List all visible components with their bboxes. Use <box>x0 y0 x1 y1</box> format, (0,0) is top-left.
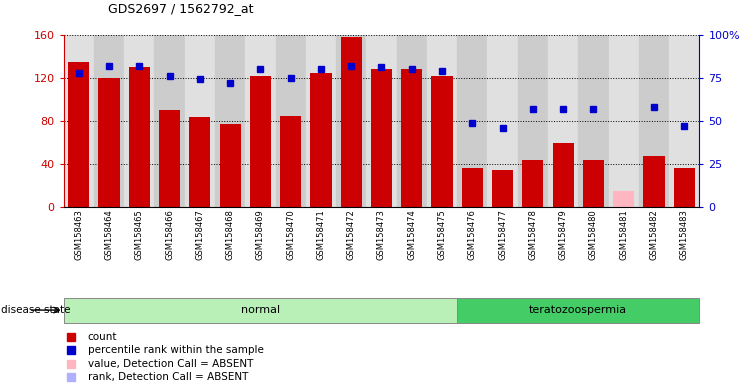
Bar <box>99 78 120 207</box>
Bar <box>613 191 634 207</box>
Text: GSM158468: GSM158468 <box>226 209 235 260</box>
Text: percentile rank within the sample: percentile rank within the sample <box>88 345 263 356</box>
Text: teratozoospermia: teratozoospermia <box>530 305 628 315</box>
Bar <box>275 35 306 207</box>
Bar <box>367 35 396 207</box>
Text: GSM158482: GSM158482 <box>649 209 658 260</box>
Text: GSM158472: GSM158472 <box>347 209 356 260</box>
Bar <box>669 35 699 207</box>
Text: GSM158467: GSM158467 <box>195 209 204 260</box>
Bar <box>639 35 669 207</box>
Bar <box>336 35 367 207</box>
Text: GSM158479: GSM158479 <box>559 209 568 260</box>
Bar <box>492 170 513 207</box>
Text: GSM158470: GSM158470 <box>286 209 295 260</box>
Text: normal: normal <box>241 305 280 315</box>
Bar <box>457 35 488 207</box>
Bar <box>488 35 518 207</box>
Bar <box>609 35 639 207</box>
Text: GSM158464: GSM158464 <box>105 209 114 260</box>
Bar <box>310 73 331 207</box>
Bar <box>518 35 548 207</box>
Bar <box>94 35 124 207</box>
Bar <box>457 298 699 323</box>
Text: GDS2697 / 1562792_at: GDS2697 / 1562792_at <box>108 2 254 15</box>
Bar <box>185 35 215 207</box>
Bar <box>583 160 604 207</box>
Bar <box>432 76 453 207</box>
Text: GSM158481: GSM158481 <box>619 209 628 260</box>
Text: GSM158466: GSM158466 <box>165 209 174 260</box>
Text: GSM158483: GSM158483 <box>680 209 689 260</box>
Bar <box>522 160 544 207</box>
Text: GSM158475: GSM158475 <box>438 209 447 260</box>
Bar <box>340 37 362 207</box>
Text: disease state: disease state <box>1 305 71 315</box>
Text: GSM158480: GSM158480 <box>589 209 598 260</box>
Bar <box>189 117 210 207</box>
Text: GSM158469: GSM158469 <box>256 209 265 260</box>
Bar <box>578 35 609 207</box>
Bar <box>64 298 457 323</box>
Bar <box>68 61 89 207</box>
Bar <box>64 35 94 207</box>
Text: GSM158473: GSM158473 <box>377 209 386 260</box>
Bar <box>396 35 427 207</box>
Bar <box>280 116 301 207</box>
Bar <box>215 35 245 207</box>
Bar <box>250 76 271 207</box>
Text: rank, Detection Call = ABSENT: rank, Detection Call = ABSENT <box>88 372 248 382</box>
Bar <box>548 35 578 207</box>
Text: GSM158478: GSM158478 <box>528 209 537 260</box>
Bar <box>427 35 457 207</box>
Bar <box>159 110 180 207</box>
Bar <box>371 69 392 207</box>
Text: GSM158476: GSM158476 <box>468 209 476 260</box>
Bar <box>306 35 336 207</box>
Bar <box>674 169 695 207</box>
Text: count: count <box>88 332 117 342</box>
Text: GSM158477: GSM158477 <box>498 209 507 260</box>
Bar <box>245 35 275 207</box>
Text: GSM158474: GSM158474 <box>407 209 416 260</box>
Text: GSM158463: GSM158463 <box>74 209 83 260</box>
Bar <box>462 169 483 207</box>
Text: GSM158465: GSM158465 <box>135 209 144 260</box>
Text: GSM158471: GSM158471 <box>316 209 325 260</box>
Bar <box>154 35 185 207</box>
Bar <box>553 142 574 207</box>
Bar <box>401 69 423 207</box>
Bar <box>219 124 241 207</box>
Text: value, Detection Call = ABSENT: value, Detection Call = ABSENT <box>88 359 253 369</box>
Bar <box>129 67 150 207</box>
Bar <box>124 35 154 207</box>
Bar <box>643 156 664 207</box>
